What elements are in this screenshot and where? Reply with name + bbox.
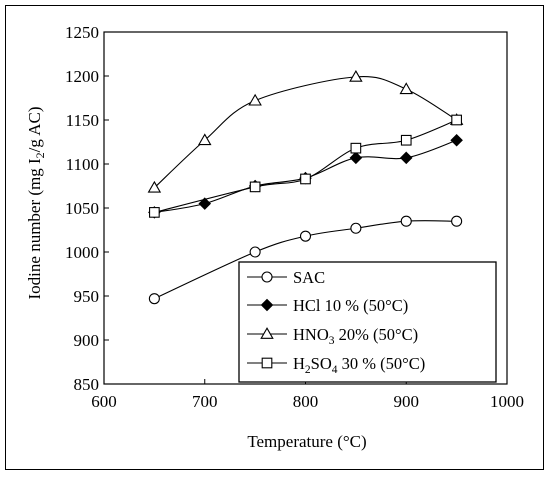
legend-marker-h2so4 [261, 357, 273, 369]
figure-frame [5, 5, 544, 470]
y-tick-label: 900 [74, 331, 100, 350]
y-tick-label: 1250 [65, 23, 99, 42]
data-point-h2so4 [249, 181, 261, 193]
legend-label-hcl: HCl 10 % (50°C) [293, 296, 408, 315]
y-axis-ticks: 850 900 950 1000 1050 1100 1150 1200 1250 [65, 23, 109, 394]
y-tick-label: 950 [74, 287, 100, 306]
data-point-hno3 [399, 82, 413, 95]
data-point-hno3 [349, 69, 363, 82]
legend: SAC HCl 10 % (50°C) HNO3 20% (50°C) H2SO… [238, 261, 497, 383]
y-axis-label-part: /g AC) [25, 107, 44, 153]
data-point-hcl [399, 151, 413, 165]
legend-box [238, 261, 497, 383]
data-point-sac [299, 230, 312, 242]
data-point-sac [451, 215, 463, 227]
series-sac [148, 215, 463, 305]
legend-label-hno3: HNO3 20% (50°C) [293, 325, 418, 347]
x-axis-ticks: 600 700 800 900 1000 [91, 379, 524, 411]
data-point-hcl [198, 197, 212, 210]
data-point-sac [350, 222, 362, 234]
y-tick-label: 1150 [66, 111, 99, 130]
series-line-h2so4 [154, 119, 457, 213]
data-point-h2so4 [400, 134, 412, 146]
x-tick-label: 900 [394, 392, 420, 411]
data-point-h2so4 [149, 207, 160, 218]
y-axis-label-subscript: 2 [33, 152, 47, 158]
data-point-sac [148, 293, 160, 305]
legend-label-sac: SAC [293, 268, 325, 287]
data-point-h2so4 [451, 114, 462, 126]
data-point-sac [249, 246, 261, 258]
y-tick-label: 1050 [65, 199, 99, 218]
x-tick-label: 800 [293, 392, 319, 411]
y-tick-label: 850 [74, 375, 100, 394]
data-point-hno3 [198, 133, 212, 146]
legend-marker-hno3 [260, 327, 274, 339]
legend-label-h2so4: H2SO4 30 % (50°C) [293, 354, 425, 376]
legend-marker-hcl [260, 298, 274, 312]
data-point-hcl [450, 133, 463, 147]
legend-entry-h2so4: H2SO4 30 % (50°C) [247, 354, 425, 376]
data-point-hcl [349, 151, 363, 165]
y-tick-label: 1000 [65, 243, 99, 262]
legend-entry-sac: SAC [247, 268, 325, 287]
data-point-h2so4 [350, 142, 362, 154]
x-tick-label: 600 [91, 392, 117, 411]
legend-entry-hno3: HNO3 20% (50°C) [247, 325, 418, 347]
data-point-hno3 [248, 93, 262, 106]
y-axis-label-part: Iodine number (mg I [25, 158, 44, 299]
data-point-sac [400, 215, 412, 227]
y-tick-label: 1100 [66, 155, 99, 174]
x-axis-label: Temperature (°C) [247, 432, 366, 451]
data-point-h2so4 [300, 173, 311, 185]
legend-marker-sac [261, 271, 273, 283]
series-layer [147, 69, 464, 305]
y-axis-label: Iodine number (mg I2/g AC) [25, 107, 47, 300]
x-tick-label: 1000 [490, 392, 524, 411]
series-h2so4 [149, 114, 462, 218]
legend-entry-hcl: HCl 10 % (50°C) [247, 296, 408, 315]
data-point-hno3 [147, 180, 162, 193]
y-tick-label: 1200 [65, 67, 99, 86]
x-tick-label: 700 [192, 392, 218, 411]
